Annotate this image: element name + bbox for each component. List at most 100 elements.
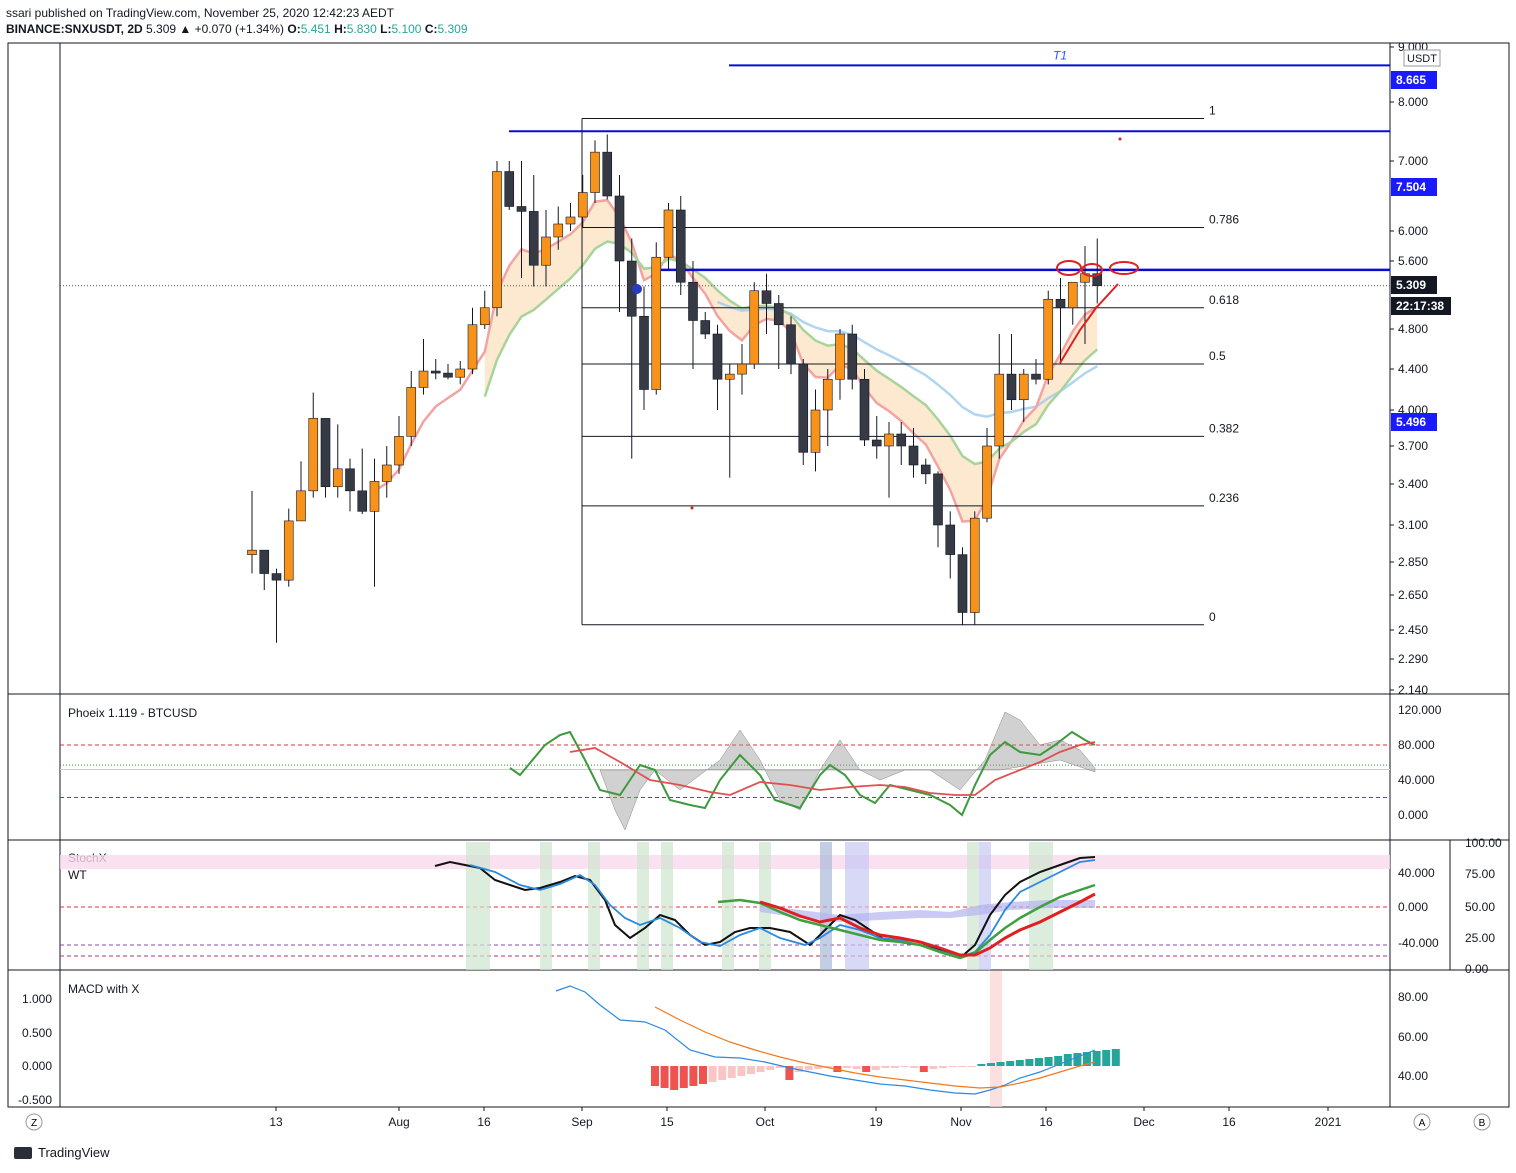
dot-marker bbox=[690, 506, 694, 510]
x-tick-label: 16 bbox=[1222, 1115, 1236, 1129]
macd-y-tick-right: 60.00 bbox=[1398, 1030, 1428, 1044]
phoenix-y-tick: 80.000 bbox=[1398, 738, 1435, 752]
fib-level-label: 0.5 bbox=[1209, 349, 1226, 363]
stochx-signal-band bbox=[588, 842, 600, 970]
candle-body bbox=[1055, 298, 1066, 309]
y-tick-label: 2.450 bbox=[1398, 623, 1428, 637]
candle-body bbox=[492, 171, 502, 309]
macd-histogram-bar bbox=[967, 1066, 976, 1067]
stochx-signal-band bbox=[820, 842, 832, 970]
macd-histogram-bar bbox=[1025, 1059, 1034, 1066]
trend-annotation-line bbox=[1059, 283, 1119, 364]
corner-button[interactable]: A bbox=[1413, 1113, 1431, 1131]
stochx-y-tick-left: 40.000 bbox=[1398, 866, 1435, 880]
macd-histogram-bar bbox=[747, 1066, 755, 1074]
candle-body bbox=[565, 216, 576, 225]
low-label: L: bbox=[380, 22, 392, 36]
macd-histogram-bar bbox=[1044, 1057, 1053, 1066]
annotation-circle bbox=[1109, 261, 1139, 275]
candle-body bbox=[406, 387, 417, 437]
candle-body bbox=[822, 378, 833, 411]
macd-histogram-bar bbox=[1006, 1061, 1015, 1066]
candle-body bbox=[479, 307, 490, 326]
phoenix-green-line bbox=[509, 730, 1096, 817]
candle-body bbox=[283, 520, 294, 581]
candle-body bbox=[369, 481, 380, 512]
y-tick-label: 4.400 bbox=[1398, 362, 1428, 376]
fib-level-label: 0.618 bbox=[1209, 293, 1239, 307]
candle-body bbox=[577, 192, 588, 218]
high-value: 5.830 bbox=[346, 22, 377, 36]
corner-button[interactable]: Z bbox=[25, 1113, 43, 1131]
macd-histogram-bar bbox=[958, 1066, 967, 1067]
candle-body bbox=[590, 151, 600, 193]
candle-body bbox=[700, 320, 711, 335]
candle-body bbox=[381, 464, 392, 482]
corner-button[interactable]: B bbox=[1473, 1113, 1491, 1131]
candle-body bbox=[639, 315, 649, 390]
corner-button-circle bbox=[1473, 1113, 1491, 1131]
macd-histogram-bar bbox=[919, 1066, 928, 1072]
corner-button-label: A bbox=[1419, 1118, 1426, 1129]
y-tick-label: 4.800 bbox=[1398, 322, 1428, 336]
dot-marker bbox=[1118, 137, 1122, 141]
high-label: H: bbox=[334, 22, 347, 36]
macd-histogram-bar bbox=[843, 1066, 851, 1068]
phoenix-red-line bbox=[569, 741, 1096, 796]
brand-footer: TradingView bbox=[14, 1145, 110, 1160]
price-label-box bbox=[1391, 71, 1437, 89]
macd-histogram-bar bbox=[1073, 1053, 1082, 1066]
price-label-box bbox=[1391, 297, 1451, 315]
symbol-label: BINANCE:SNXUSDT, 2D bbox=[6, 22, 143, 36]
x-tick-label: Sep bbox=[571, 1115, 593, 1129]
macd-histogram-bar bbox=[987, 1063, 995, 1066]
macd-y-tick-left: -0.500 bbox=[18, 1093, 52, 1107]
macd-histogram-bar bbox=[775, 1066, 784, 1068]
candle-body bbox=[749, 290, 760, 365]
phoenix-y-tick: 0.000 bbox=[1398, 808, 1428, 822]
candle-body bbox=[724, 373, 735, 380]
y-tick-label: 3.700 bbox=[1398, 439, 1428, 453]
candle-body bbox=[933, 473, 943, 526]
candle-body bbox=[357, 490, 368, 512]
macd-histogram-bar bbox=[679, 1066, 688, 1088]
candle-body bbox=[1018, 373, 1029, 401]
x-tick-label: Aug bbox=[388, 1115, 409, 1129]
candle-body bbox=[773, 303, 784, 326]
fib-level-label: 0 bbox=[1209, 610, 1216, 624]
stochx-green-line bbox=[717, 883, 1096, 960]
candle-body bbox=[467, 324, 478, 370]
stochx-y-tick-right: 100.00 bbox=[1465, 836, 1502, 850]
x-tick-label: Oct bbox=[756, 1115, 775, 1129]
macd-histogram-bar bbox=[900, 1066, 909, 1067]
macd-histogram-bar bbox=[651, 1066, 659, 1086]
macd-signal-band bbox=[990, 971, 1002, 1107]
candle-body bbox=[835, 333, 845, 380]
stochx-wt-black-line bbox=[434, 856, 1096, 960]
candle-body bbox=[1031, 373, 1041, 380]
macd-y-tick-left: 0.500 bbox=[22, 1026, 52, 1040]
phoenix-title: Phoeix 1.119 - BTCUSD bbox=[68, 706, 197, 720]
candle-body bbox=[504, 171, 515, 207]
candle-body bbox=[430, 370, 441, 374]
price-label-text: 7.504 bbox=[1396, 180, 1426, 194]
macd-histogram-bar bbox=[862, 1066, 871, 1072]
candle-body bbox=[553, 223, 564, 238]
y-tick-label: 2.140 bbox=[1398, 683, 1428, 697]
phoenix-cloud bbox=[599, 711, 1096, 831]
macd-histogram-bar bbox=[852, 1066, 861, 1069]
candle-body bbox=[296, 490, 306, 522]
candle-body bbox=[847, 333, 858, 380]
x-tick-label: Dec bbox=[1133, 1115, 1154, 1129]
macd-y-tick-right: 80.00 bbox=[1398, 990, 1428, 1004]
target-line-t1-label: T1 bbox=[1053, 48, 1067, 62]
candle-body bbox=[994, 373, 1005, 447]
candle-body bbox=[1092, 273, 1103, 286]
price-change: ▲ +0.070 (+1.34%) bbox=[179, 22, 285, 36]
corner-button-label: B bbox=[1479, 1118, 1486, 1129]
stochx-blue-line bbox=[469, 859, 1096, 958]
candle-body bbox=[308, 418, 319, 492]
candle-body bbox=[920, 464, 931, 475]
y-tick-label: 7.000 bbox=[1398, 154, 1428, 168]
